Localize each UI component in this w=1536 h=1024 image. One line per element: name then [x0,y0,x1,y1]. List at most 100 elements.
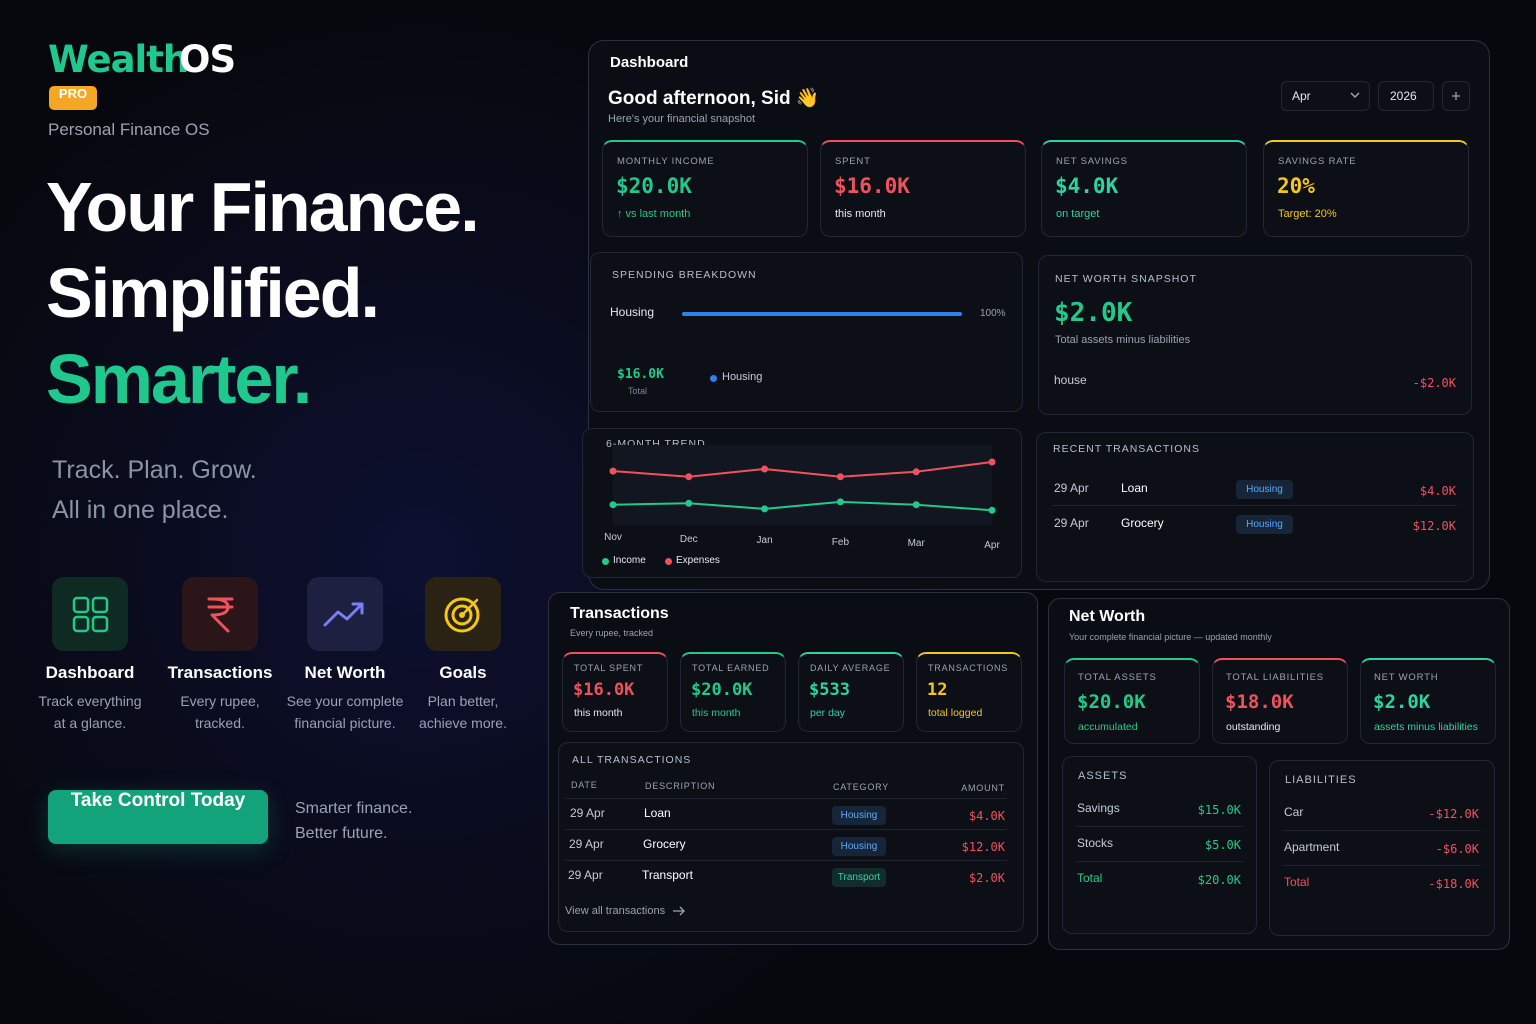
kpi-card [562,652,668,732]
kpi-card [602,140,808,237]
trend-point [609,467,617,475]
x-tick-label: Nov [604,532,622,543]
trend-point [609,501,617,509]
trend-line [612,461,993,478]
view-all-link[interactable]: View all transactions [565,905,666,917]
row-name: Car [1284,805,1304,819]
kpi-label: TOTAL SPENT [574,663,644,673]
kpi-value: $20.0K [616,174,692,198]
card-title: RECENT TRANSACTIONS [1053,443,1200,455]
month-value: Apr [1292,89,1311,103]
category-badge: Transport [832,868,886,887]
kpi-label: SAVINGS RATE [1278,156,1357,167]
trend-chart [609,445,996,525]
kpi-card [798,652,904,732]
legend-dot [602,558,609,565]
kpi-value: $20.0K [1077,691,1146,713]
legend-label: Housing [722,371,763,383]
row-date: 29 Apr [570,806,605,820]
bar [682,312,962,316]
kpi-card [1041,140,1247,237]
year-select[interactable] [1378,81,1434,111]
kpi-note: total logged [928,707,983,719]
row-divider [565,798,1007,799]
subtitle: Total assets minus liabilities [1055,334,1191,346]
kpi-value: $533 [809,680,850,700]
trend-point [761,505,769,513]
feature-icon[interactable] [307,577,383,651]
row-amount: $20.0K [1197,873,1241,887]
row-amount: $4.0K [968,809,1005,823]
icon-shape [323,602,364,627]
row-date: 29 Apr [569,837,604,851]
icon-shape [444,597,480,633]
cta-button[interactable]: Take Control Today [48,790,268,844]
logo-part: OS [179,38,236,81]
kpi-value: $2.0K [1373,691,1431,713]
legend-dot [665,558,672,565]
greeting: Good afternoon, Sid 👋 [608,88,820,109]
breakdown-card [590,252,1023,412]
feature-icon[interactable] [52,577,128,651]
hero-line: Smarter. [46,340,312,418]
kpi-note: ↑ vs last month [617,208,691,220]
icon-shape [1452,92,1460,100]
row-divider [1052,505,1457,506]
row-amount: -$6.0K [1435,842,1479,856]
kpi-label: TOTAL LIABILITIES [1226,672,1324,683]
x-tick-label: Feb [831,536,850,548]
row-date: 29 Apr [1054,481,1089,495]
feature-icon[interactable] [425,577,501,651]
cta-note: Smarter finance. [295,800,413,817]
kpi-value: $16.0K [573,680,635,700]
category-badge: Housing [832,837,886,856]
trend-point [988,458,996,466]
legend-dot [710,375,717,382]
kpi-label: TOTAL EARNED [692,663,770,673]
plus-icon [1452,92,1460,100]
kpi-label: DAILY AVERAGE [810,663,891,673]
card-title: ASSETS [1078,770,1128,782]
row-divider [565,860,1007,861]
kpi-note: assets minus liabilities [1374,721,1478,733]
kpi-label: NET SAVINGS [1056,156,1128,167]
feature-title: Dashboard [45,663,135,682]
row-amount: -$12.0K [1428,807,1479,821]
kpi-card [680,652,786,732]
month-select[interactable] [1281,81,1370,111]
column-header: AMOUNT [961,783,1005,793]
feature-desc: achieve more. [419,715,507,731]
table-card [558,742,1024,932]
x-tick-label: Mar [907,538,925,549]
category-badge: Housing [1236,515,1293,534]
kpi-label: MONTHLY INCOME [617,156,715,167]
row-description: Transport [642,868,693,882]
feature-desc: at a glance. [53,715,127,731]
kpi-card [1263,140,1469,237]
kpi-value: 12 [927,680,948,700]
row-name: Savings [1077,801,1120,815]
kpi-note: this month [835,208,886,220]
trend-point [912,501,920,509]
icon-shape [307,577,383,651]
hero-line: Your Finance. [46,168,480,246]
kpi-note: on target [1056,208,1100,220]
card-title: SPENDING BREAKDOWN [612,269,757,281]
row-name: house [1054,373,1087,387]
column-header: CATEGORY [833,782,890,792]
kpi-label: TOTAL ASSETS [1078,672,1157,683]
panel-title: Net Worth [1069,608,1146,625]
feature-desc: tracked. [195,715,245,731]
card-title: ALL TRANSACTIONS [572,754,692,766]
trend-point [836,498,844,506]
trend-point [685,499,693,507]
row-name: Total [1284,875,1310,889]
hero-sub: All in one place. [52,496,229,524]
row-divider [1076,861,1243,862]
feature-desc: Every rupee, [180,693,260,709]
feature-icon[interactable] [182,577,258,651]
icon-shape [72,615,90,633]
row-description: Grocery [643,837,686,851]
logo-part: Wealth [48,38,189,81]
